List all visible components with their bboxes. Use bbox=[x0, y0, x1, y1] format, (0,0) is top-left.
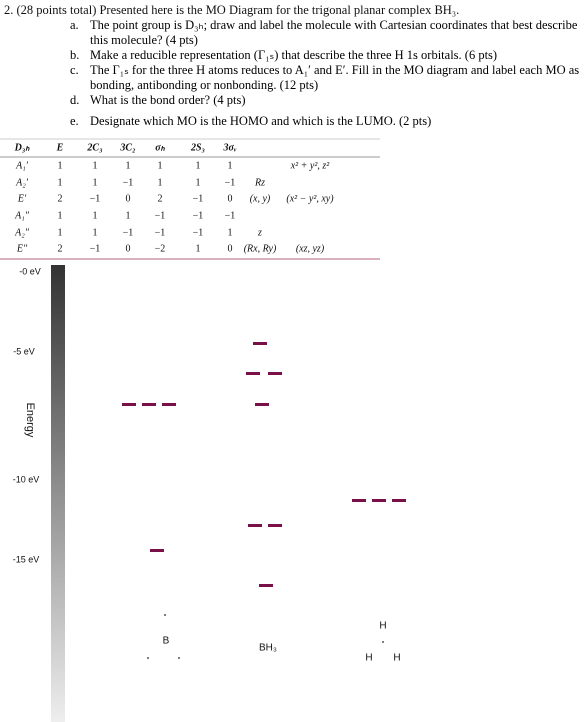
table-cell: 2 bbox=[58, 243, 63, 254]
item-letter: d. bbox=[70, 93, 80, 107]
level bbox=[150, 549, 164, 552]
table-cell: 0 bbox=[126, 243, 131, 254]
table-cell: 1 bbox=[93, 177, 98, 188]
level bbox=[122, 403, 136, 406]
column-label: H bbox=[365, 653, 372, 664]
table-cell: E′ bbox=[17, 193, 27, 204]
level bbox=[268, 524, 282, 527]
table-cell: Rz bbox=[254, 177, 265, 188]
table-cell: −1 bbox=[225, 177, 236, 188]
table-cell: 0 bbox=[228, 193, 233, 204]
table-header: E bbox=[56, 142, 64, 153]
item-letter: e. bbox=[70, 114, 79, 128]
level bbox=[259, 584, 273, 587]
table-cell: 1 bbox=[93, 227, 98, 238]
table-header: 3σᵥ bbox=[223, 142, 237, 153]
column-label: H bbox=[379, 621, 386, 632]
table-cell: 1 bbox=[228, 160, 233, 171]
item-letter: a. bbox=[70, 18, 79, 32]
item-text: The point group is D₃ₕ; draw and label t… bbox=[90, 18, 578, 47]
dots bbox=[147, 614, 384, 659]
table-cell: −1 bbox=[90, 243, 101, 254]
item-letter: c. bbox=[70, 63, 79, 77]
table-cell: 1 bbox=[196, 243, 201, 254]
item-text: Designate which MO is the HOMO and which… bbox=[90, 114, 432, 128]
level bbox=[246, 372, 260, 375]
table-cell: −1 bbox=[123, 227, 134, 238]
table-cell: 1 bbox=[93, 210, 98, 221]
table-cell: A₁″ bbox=[14, 210, 30, 221]
table-cell: −1 bbox=[193, 227, 204, 238]
table-header: 3C₂ bbox=[119, 142, 135, 153]
level bbox=[352, 499, 366, 502]
axis-label: Energy bbox=[24, 403, 36, 438]
mo-levels bbox=[122, 342, 406, 587]
table-cell: 1 bbox=[196, 177, 201, 188]
table-cell: A₁′ bbox=[15, 160, 29, 171]
table-cell: 1 bbox=[93, 160, 98, 171]
table-header: 2S₃ bbox=[190, 142, 205, 153]
energy-label: -15 eV bbox=[13, 554, 40, 564]
table-cell: −1 bbox=[155, 210, 166, 221]
energy-bar bbox=[51, 265, 65, 722]
level bbox=[162, 403, 176, 406]
energy-label: -5 eV bbox=[13, 346, 35, 356]
table-header: σₕ bbox=[155, 142, 165, 153]
table-cell: (xz, yz) bbox=[296, 243, 325, 254]
table-cell: −2 bbox=[155, 243, 166, 254]
table-cell: 1 bbox=[126, 210, 131, 221]
level bbox=[255, 403, 269, 406]
table-cell: −1 bbox=[193, 210, 204, 221]
table-cell: −1 bbox=[193, 193, 204, 204]
level bbox=[268, 372, 282, 375]
table-cell: 2 bbox=[158, 193, 163, 204]
level bbox=[253, 342, 267, 345]
table-cell: (Rx, Ry) bbox=[244, 243, 277, 254]
table-cell: A₂′ bbox=[15, 177, 29, 188]
table-cell: 1 bbox=[158, 177, 163, 188]
table-cell: E″ bbox=[16, 243, 28, 254]
level bbox=[372, 499, 386, 502]
table-cell: 1 bbox=[58, 227, 63, 238]
table-cell: 0 bbox=[126, 193, 131, 204]
item-letter: b. bbox=[70, 48, 80, 62]
table-cell: 1 bbox=[228, 227, 233, 238]
table-cell: −1 bbox=[155, 227, 166, 238]
energy-label: -10 eV bbox=[13, 474, 40, 484]
table-header: D₃ₕ bbox=[14, 142, 31, 153]
table-cell: x² + y², z² bbox=[290, 160, 331, 171]
table-cell: (x, y) bbox=[250, 193, 271, 204]
table-cell: 2 bbox=[58, 193, 63, 204]
item-text: What is the bond order? (4 pts) bbox=[90, 93, 246, 107]
table-cell: −1 bbox=[90, 193, 101, 204]
item-text: The Γ₁ₛ for the three H atoms reduces to… bbox=[90, 63, 580, 92]
item-text: Make a reducible representation (Γ₁ₛ) th… bbox=[90, 48, 498, 62]
level bbox=[142, 403, 156, 406]
table-cell: −1 bbox=[123, 177, 134, 188]
table-header: 2C₃ bbox=[86, 142, 102, 153]
table-cell: 1 bbox=[196, 160, 201, 171]
table-cell: −1 bbox=[225, 210, 236, 221]
table-cell: 1 bbox=[126, 160, 131, 171]
table-cell: 1 bbox=[58, 177, 63, 188]
table-cell: z bbox=[257, 227, 262, 238]
column-label: B bbox=[163, 636, 170, 647]
table-cell: 1 bbox=[158, 160, 163, 171]
level bbox=[248, 524, 262, 527]
column-label: BH₃ bbox=[259, 643, 277, 654]
table-cell: A₂″ bbox=[14, 227, 30, 238]
table-cell: 1 bbox=[58, 210, 63, 221]
table-cell: 1 bbox=[58, 160, 63, 171]
table-cell: (x² − y², xy) bbox=[286, 193, 334, 204]
energy-label: -0 eV bbox=[19, 266, 41, 276]
column-label: H bbox=[393, 653, 400, 664]
table-cell: 0 bbox=[228, 243, 233, 254]
level bbox=[392, 499, 406, 502]
question-header: 2. (28 points total) Presented here is t… bbox=[4, 3, 460, 17]
